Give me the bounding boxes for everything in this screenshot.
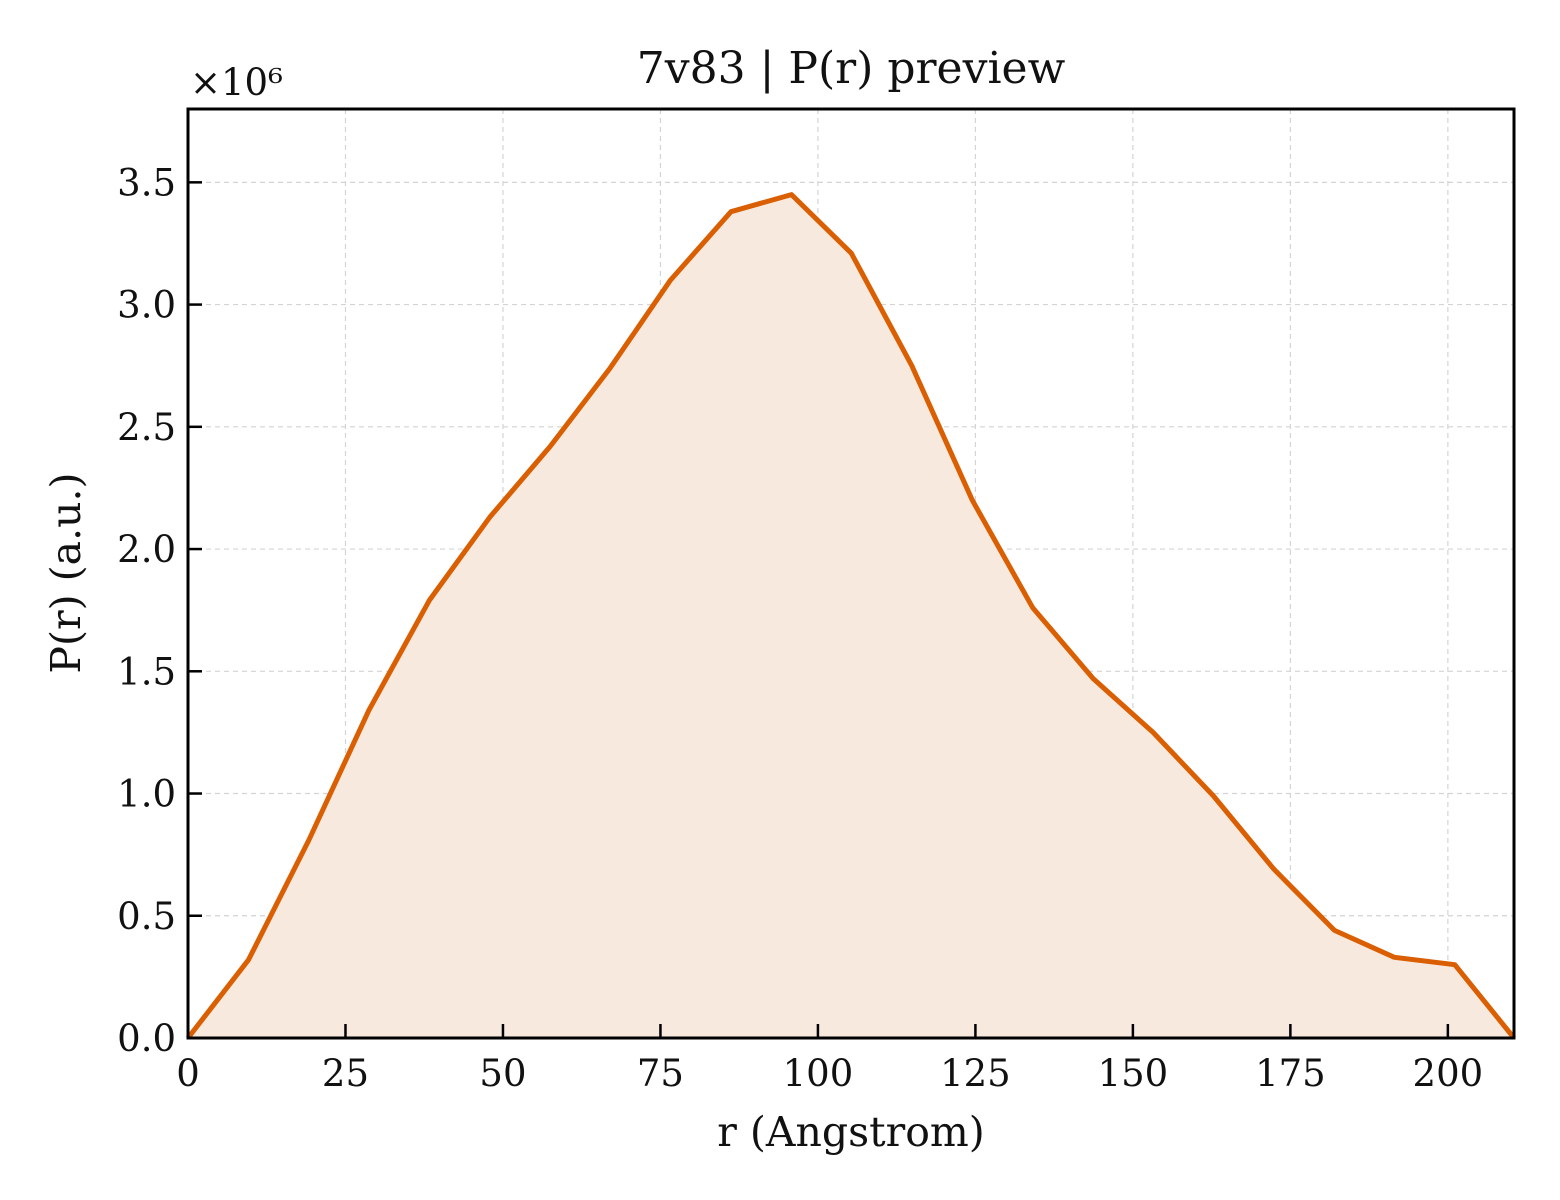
y-tick-label: 0.0 bbox=[117, 1017, 176, 1060]
x-tick-label: 125 bbox=[940, 1052, 1011, 1095]
x-tick-label: 75 bbox=[637, 1052, 684, 1095]
y-offset-label: ×10⁶ bbox=[190, 61, 283, 104]
x-axis-label: r (Angstrom) bbox=[717, 1108, 985, 1156]
x-tick-label: 200 bbox=[1413, 1052, 1484, 1095]
area-fill bbox=[188, 194, 1514, 1039]
series-line bbox=[186, 192, 1516, 1040]
y-tick-label: 1.5 bbox=[117, 650, 176, 693]
plot-frame bbox=[186, 107, 1516, 1040]
x-tick-label: 150 bbox=[1098, 1052, 1169, 1095]
x-tick-label: 50 bbox=[479, 1052, 526, 1095]
y-tick-label: 1.0 bbox=[117, 773, 176, 816]
ticks: 0 25 50 75 100 125 150 175 200 0.0 0.5 1.0 1.5 2.0 2.5… bbox=[117, 161, 1483, 1095]
y-tick-label: 3.5 bbox=[117, 161, 176, 204]
y-tick-label: 2.0 bbox=[117, 528, 176, 571]
x-tick-label: 0 bbox=[176, 1052, 200, 1095]
y-tick-label: 0.5 bbox=[117, 895, 176, 938]
y-tick-label: 2.5 bbox=[117, 406, 176, 449]
x-tick-label: 175 bbox=[1255, 1052, 1326, 1095]
chart-title: 7v83 | P(r) preview bbox=[637, 43, 1066, 94]
x-tick-label: 25 bbox=[322, 1052, 369, 1095]
x-tick-label: 100 bbox=[783, 1052, 854, 1095]
y-axis-label: P(r) (a.u.) bbox=[42, 472, 90, 673]
y-tick-label: 3.0 bbox=[117, 284, 176, 327]
